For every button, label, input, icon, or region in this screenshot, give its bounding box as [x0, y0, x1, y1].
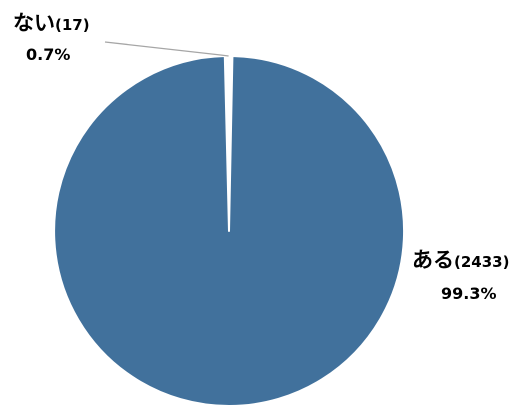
label-nai-count: (17)	[55, 16, 90, 34]
label-aru-count: (2433)	[454, 253, 509, 271]
data-label-aru: ある(2433)	[412, 248, 509, 272]
pie-slice-aru	[53, 55, 406, 405]
label-aru-name: ある	[412, 248, 454, 272]
data-label-nai: ない(17)	[13, 11, 90, 35]
pie-slices	[53, 54, 406, 405]
label-nai-name: ない	[13, 11, 55, 35]
leader-line-nai	[104, 41, 229, 57]
label-nai-percent: 0.7%	[26, 45, 70, 64]
label-aru-percent: 99.3%	[441, 284, 497, 303]
